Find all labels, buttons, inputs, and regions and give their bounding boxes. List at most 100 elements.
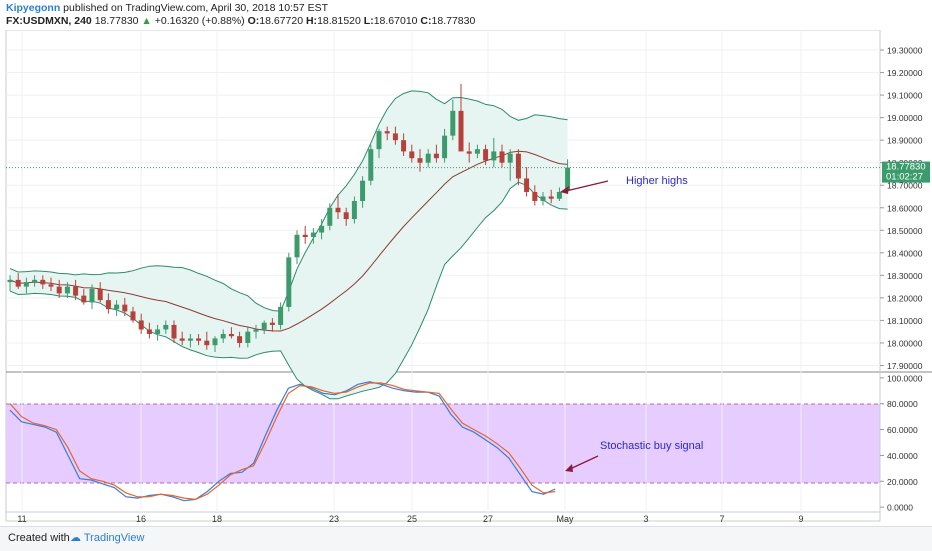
candle-body bbox=[286, 257, 292, 307]
candle-body bbox=[130, 311, 136, 321]
price-tick-label: 18.90000 bbox=[887, 136, 923, 146]
time-tick-label: 9 bbox=[798, 514, 803, 524]
candle-body bbox=[56, 286, 62, 294]
price-tick-label: 19.10000 bbox=[887, 91, 923, 101]
candle-body bbox=[310, 232, 316, 238]
time-tick-label: 7 bbox=[719, 514, 724, 524]
time-tick-label: 18 bbox=[212, 514, 222, 524]
candle-body bbox=[343, 212, 349, 220]
candles bbox=[7, 83, 571, 352]
candle-body bbox=[163, 324, 169, 330]
candle-body bbox=[507, 153, 513, 163]
candle-body bbox=[491, 151, 497, 161]
created-with-text: Created with bbox=[8, 532, 70, 544]
price-tick-label: 17.90000 bbox=[887, 361, 923, 371]
close-label: C: bbox=[420, 15, 432, 27]
stochastic-tick-label: 80.0000 bbox=[887, 399, 918, 409]
candle-body bbox=[515, 153, 521, 179]
price-tick-label: 18.20000 bbox=[887, 293, 923, 303]
stochastic-line bbox=[9, 382, 556, 501]
time-tick-label: 25 bbox=[407, 514, 417, 524]
candle-body bbox=[228, 333, 234, 337]
candle-body bbox=[212, 338, 218, 346]
low-label: L: bbox=[363, 15, 374, 27]
price-tick-label: 18.50000 bbox=[887, 226, 923, 236]
price-tick-label: 18.40000 bbox=[887, 248, 923, 258]
candle-body bbox=[40, 279, 46, 285]
candle-body bbox=[466, 151, 472, 154]
candle-body bbox=[105, 300, 111, 310]
stochastic-band bbox=[6, 404, 880, 483]
stochastic-label: Stochastic buy signal bbox=[600, 440, 703, 452]
time-tick-label: 16 bbox=[136, 514, 146, 524]
price-tick-label: 18.00000 bbox=[887, 338, 923, 348]
open-value: 18.67720 bbox=[259, 15, 304, 27]
candle-body bbox=[458, 110, 464, 152]
candle-body bbox=[499, 151, 505, 163]
tradingview-logo-link[interactable]: ☁ TradingView bbox=[70, 531, 144, 544]
price-tick-label: 18.70000 bbox=[887, 181, 923, 191]
higher-highs-arrowhead bbox=[560, 186, 569, 194]
candle-body bbox=[360, 180, 366, 201]
candle-body bbox=[261, 322, 267, 330]
candle-body bbox=[302, 234, 308, 238]
time-tick-label: 3 bbox=[643, 514, 648, 524]
candle-body bbox=[392, 133, 398, 141]
stochastic-arrowhead bbox=[565, 464, 573, 472]
candle-body bbox=[433, 153, 439, 159]
candle-body bbox=[540, 196, 546, 201]
bollinger-basis bbox=[9, 150, 568, 332]
candle-body bbox=[97, 288, 103, 301]
candle-body bbox=[327, 207, 333, 226]
cloud-icon: ☁ bbox=[70, 532, 81, 544]
close-value: 18.77830 bbox=[431, 15, 476, 27]
stochastic-tick-label: 60.0000 bbox=[887, 425, 918, 435]
candle-body bbox=[294, 234, 300, 258]
candle-body bbox=[15, 279, 21, 287]
candle-body bbox=[23, 282, 29, 287]
stochastic-tick-label: 20.0000 bbox=[887, 477, 918, 487]
candle-body bbox=[237, 336, 243, 343]
time-axis[interactable]: 11 16 18 23 25 27 May 3 7 9 bbox=[17, 514, 803, 524]
change-value: +0.16320 (+0.88%) bbox=[154, 15, 245, 27]
stochastic-axis[interactable]: 100.0000 80.0000 60.0000 40.0000 20.0000 0.00… bbox=[880, 373, 923, 513]
price-tick-label: 18.30000 bbox=[887, 271, 923, 281]
chart-header: Kipyegonn published on TradingView.com, … bbox=[0, 0, 932, 30]
candle-body bbox=[155, 329, 161, 334]
candle-body bbox=[450, 110, 456, 136]
candle-body bbox=[81, 295, 87, 303]
candle-body bbox=[114, 304, 120, 310]
candle-body bbox=[278, 306, 284, 325]
publish-line: Kipyegonn published on TradingView.com, … bbox=[6, 2, 328, 14]
price-tick-label: 19.20000 bbox=[887, 68, 923, 78]
candle-body bbox=[335, 207, 341, 213]
time-tick-label: 27 bbox=[483, 514, 493, 524]
price-axis[interactable]: 19.30000 19.20000 19.10000 19.00000 18.90000… bbox=[880, 46, 923, 371]
candle-body bbox=[138, 320, 144, 330]
candle-body bbox=[204, 340, 210, 346]
price-badge-value: 18.77830 bbox=[886, 162, 926, 173]
candle-body bbox=[253, 329, 259, 332]
open-label: O: bbox=[247, 15, 260, 27]
bollinger-fill bbox=[10, 90, 568, 399]
candle-body bbox=[532, 191, 538, 201]
chart-canvas[interactable]: 19.30000 19.20000 19.10000 19.00000 18.90000… bbox=[0, 30, 932, 526]
candle-body bbox=[32, 279, 38, 283]
higher-highs-arrow bbox=[565, 180, 609, 192]
candle-body bbox=[409, 151, 415, 159]
candle-body bbox=[565, 167, 571, 191]
ohlc-line: FX:USDMXN, 240 18.77830 ▲ +0.16320 (+0.8… bbox=[6, 15, 475, 27]
stochastic-tick-label: 0.0000 bbox=[887, 503, 913, 513]
stochastic-tick-label: 40.0000 bbox=[887, 451, 918, 461]
candle-body bbox=[524, 178, 530, 192]
candle-body bbox=[351, 201, 357, 220]
low-value: 18.67010 bbox=[373, 15, 418, 27]
candle-body bbox=[146, 329, 152, 334]
candle-body bbox=[7, 279, 13, 283]
candle-body bbox=[425, 153, 431, 163]
bollinger-bands bbox=[9, 90, 568, 400]
time-tick-label: May bbox=[556, 514, 574, 524]
symbol-label: FX:USDMXN, 240 bbox=[6, 15, 92, 27]
candle-body bbox=[89, 288, 95, 303]
author-link[interactable]: Kipyegonn bbox=[6, 2, 61, 14]
